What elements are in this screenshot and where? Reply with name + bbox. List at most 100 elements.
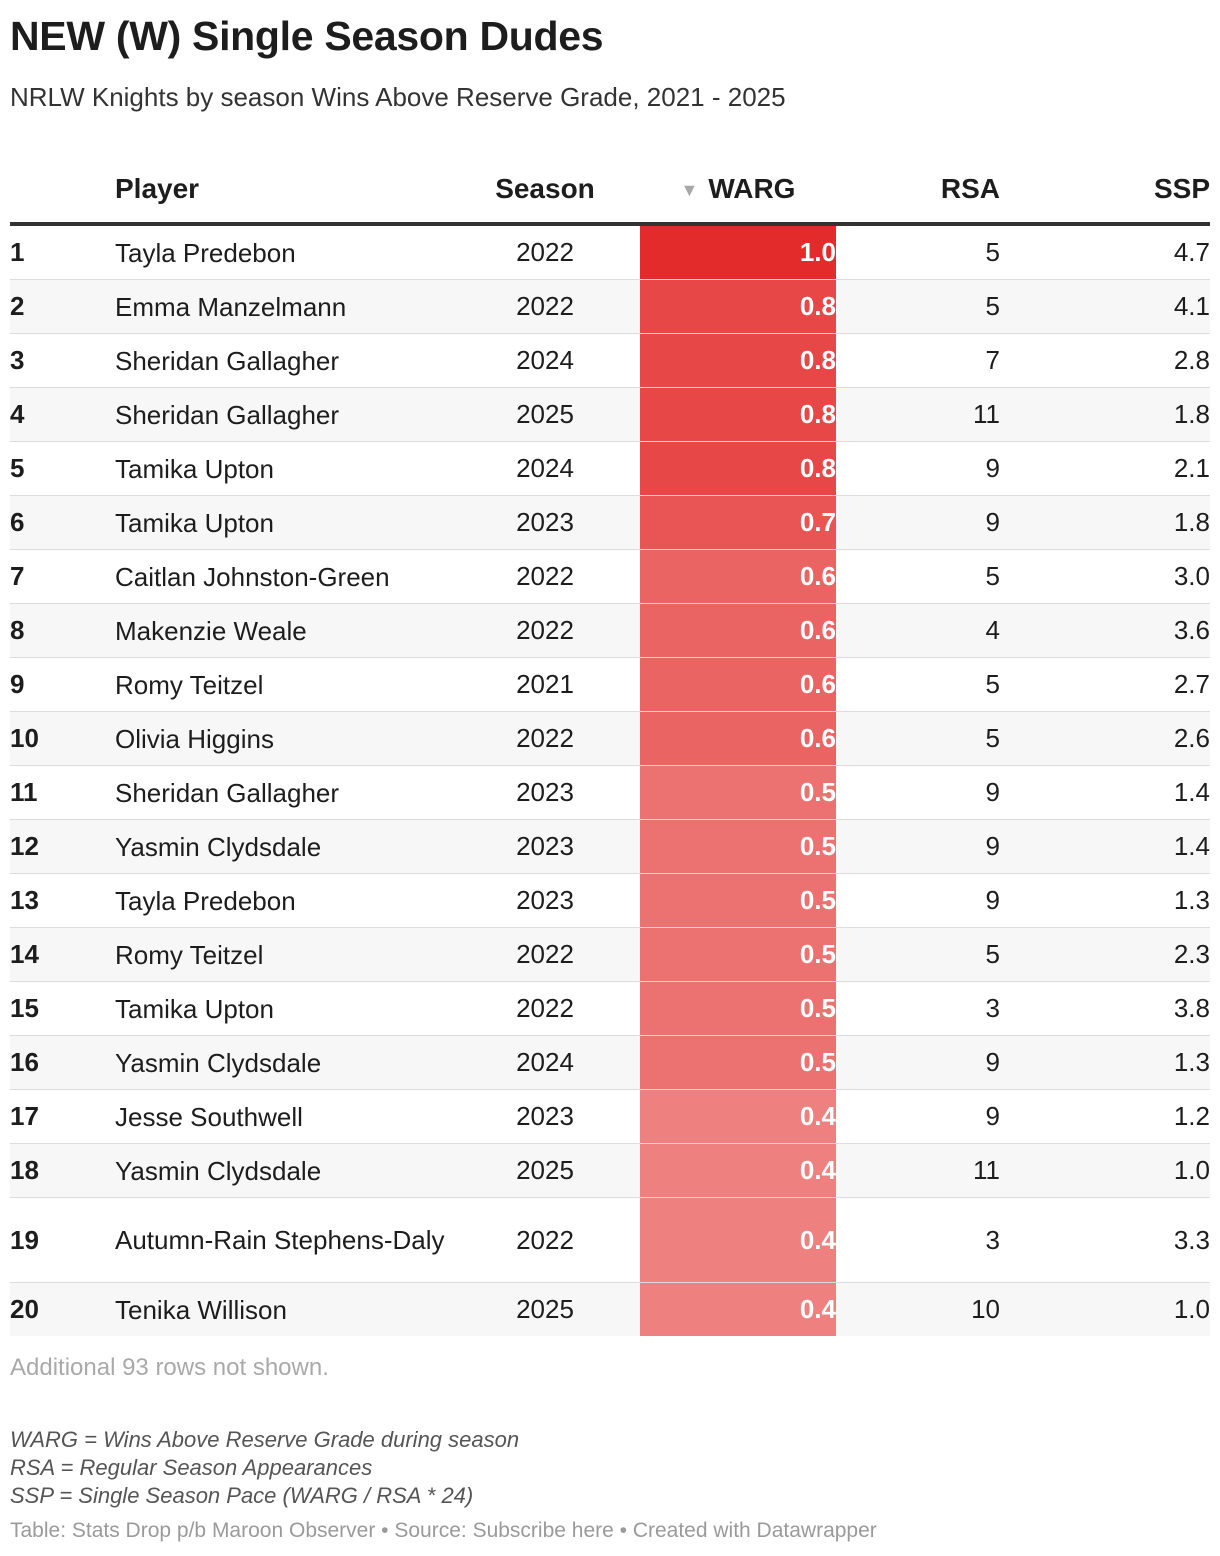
column-header-warg-label: WARG	[708, 173, 796, 204]
cell-rank: 4	[10, 387, 115, 442]
table-row: 6 Tamika Upton 2023 0.7 9 1.8	[10, 495, 1210, 550]
cell-ssp: 1.8	[1000, 495, 1210, 550]
cell-rank: 14	[10, 927, 115, 982]
column-header-warg[interactable]: ▼ WARG	[640, 156, 836, 226]
cell-rsa: 5	[836, 279, 1000, 334]
table-row: 11 Sheridan Gallagher 2023 0.5 9 1.4	[10, 765, 1210, 820]
column-header-season[interactable]: Season	[450, 156, 640, 226]
cell-player: Autumn-Rain Stephens-Daly	[115, 1197, 450, 1283]
table-row: 15 Tamika Upton 2022 0.5 3 3.8	[10, 981, 1210, 1036]
cell-rank: 2	[10, 279, 115, 334]
cell-ssp: 1.4	[1000, 765, 1210, 820]
cell-season: 2022	[450, 549, 640, 604]
cell-rsa: 4	[836, 603, 1000, 658]
cell-season: 2025	[450, 1143, 640, 1198]
cell-ssp: 1.8	[1000, 387, 1210, 442]
cell-warg: 0.6	[640, 549, 836, 604]
cell-warg: 0.4	[640, 1089, 836, 1144]
cell-rank: 1	[10, 224, 115, 280]
cell-player: Tamika Upton	[115, 441, 450, 496]
cell-season: 2022	[450, 603, 640, 658]
cell-rsa: 10	[836, 1282, 1000, 1336]
cell-warg: 0.5	[640, 1035, 836, 1090]
cell-warg: 0.6	[640, 711, 836, 766]
cell-rank: 9	[10, 657, 115, 712]
cell-season: 2022	[450, 279, 640, 334]
cell-rank: 7	[10, 549, 115, 604]
cell-player: Caitlan Johnston-Green	[115, 549, 450, 604]
cell-rsa: 9	[836, 819, 1000, 874]
cell-rank: 6	[10, 495, 115, 550]
column-header-player[interactable]: Player	[115, 156, 450, 226]
cell-ssp: 1.4	[1000, 819, 1210, 874]
cell-rsa: 9	[836, 441, 1000, 496]
note-ssp-definition: SSP = Single Season Pace (WARG / RSA * 2…	[10, 1483, 474, 1508]
chart-title: NEW (W) Single Season Dudes	[10, 13, 604, 59]
cell-warg: 0.4	[640, 1282, 836, 1336]
cell-rsa: 7	[836, 333, 1000, 388]
cell-ssp: 4.1	[1000, 279, 1210, 334]
footer-credits: Table: Stats Drop p/b Maroon Observer • …	[10, 1519, 877, 1542]
cell-player: Sheridan Gallagher	[115, 765, 450, 820]
cell-rsa: 9	[836, 495, 1000, 550]
cell-rank: 3	[10, 333, 115, 388]
cell-player: Jesse Southwell	[115, 1089, 450, 1144]
cell-rank: 19	[10, 1197, 115, 1283]
cell-rsa: 5	[836, 224, 1000, 280]
cell-player: Tayla Predebon	[115, 224, 450, 280]
table-row: 1 Tayla Predebon 2022 1.0 5 4.7	[10, 224, 1210, 280]
cell-season: 2023	[450, 495, 640, 550]
cell-warg: 0.4	[640, 1143, 836, 1198]
column-header-ssp[interactable]: SSP	[1000, 156, 1210, 226]
table-row: 9 Romy Teitzel 2021 0.6 5 2.7	[10, 657, 1210, 712]
cell-rank: 10	[10, 711, 115, 766]
cell-player: Emma Manzelmann	[115, 279, 450, 334]
cell-warg: 0.8	[640, 387, 836, 442]
cell-rank: 12	[10, 819, 115, 874]
cell-rank: 16	[10, 1035, 115, 1090]
cell-warg: 0.6	[640, 657, 836, 712]
column-header-rank[interactable]	[10, 156, 115, 226]
table-row: 2 Emma Manzelmann 2022 0.8 5 4.1	[10, 279, 1210, 334]
cell-warg: 0.7	[640, 495, 836, 550]
cell-season: 2025	[450, 387, 640, 442]
note-rsa-definition: RSA = Regular Season Appearances	[10, 1455, 373, 1480]
cell-player: Makenzie Weale	[115, 603, 450, 658]
table-row: 8 Makenzie Weale 2022 0.6 4 3.6	[10, 603, 1210, 658]
cell-season: 2024	[450, 1035, 640, 1090]
cell-season: 2024	[450, 441, 640, 496]
cell-rank: 20	[10, 1282, 115, 1336]
cell-rank: 8	[10, 603, 115, 658]
cell-player: Tamika Upton	[115, 981, 450, 1036]
cell-ssp: 3.3	[1000, 1197, 1210, 1283]
cell-season: 2023	[450, 765, 640, 820]
cell-ssp: 1.0	[1000, 1143, 1210, 1198]
cell-rank: 15	[10, 981, 115, 1036]
cell-ssp: 2.3	[1000, 927, 1210, 982]
cell-season: 2025	[450, 1282, 640, 1336]
cell-rsa: 9	[836, 1089, 1000, 1144]
cell-rank: 18	[10, 1143, 115, 1198]
cell-season: 2023	[450, 819, 640, 874]
column-header-rsa[interactable]: RSA	[836, 156, 1000, 226]
cell-rsa: 3	[836, 1197, 1000, 1283]
table-row: 18 Yasmin Clydsdale 2025 0.4 11 1.0	[10, 1143, 1210, 1198]
cell-warg: 0.5	[640, 873, 836, 928]
cell-player: Tamika Upton	[115, 495, 450, 550]
table-row: 10 Olivia Higgins 2022 0.6 5 2.6	[10, 711, 1210, 766]
cell-warg: 0.8	[640, 279, 836, 334]
cell-warg: 0.5	[640, 927, 836, 982]
cell-ssp: 1.3	[1000, 1035, 1210, 1090]
cell-rsa: 11	[836, 1143, 1000, 1198]
table-row: 19 Autumn-Rain Stephens-Daly 2022 0.4 3 3.3	[10, 1197, 1210, 1283]
cell-ssp: 2.8	[1000, 333, 1210, 388]
table-row: 14 Romy Teitzel 2022 0.5 5 2.3	[10, 927, 1210, 982]
cell-player: Yasmin Clydsdale	[115, 1035, 450, 1090]
cell-season: 2024	[450, 333, 640, 388]
cell-rsa: 3	[836, 981, 1000, 1036]
cell-warg: 0.5	[640, 819, 836, 874]
cell-rsa: 9	[836, 873, 1000, 928]
table-row: 13 Tayla Predebon 2023 0.5 9 1.3	[10, 873, 1210, 928]
cell-ssp: 2.6	[1000, 711, 1210, 766]
cell-rank: 13	[10, 873, 115, 928]
